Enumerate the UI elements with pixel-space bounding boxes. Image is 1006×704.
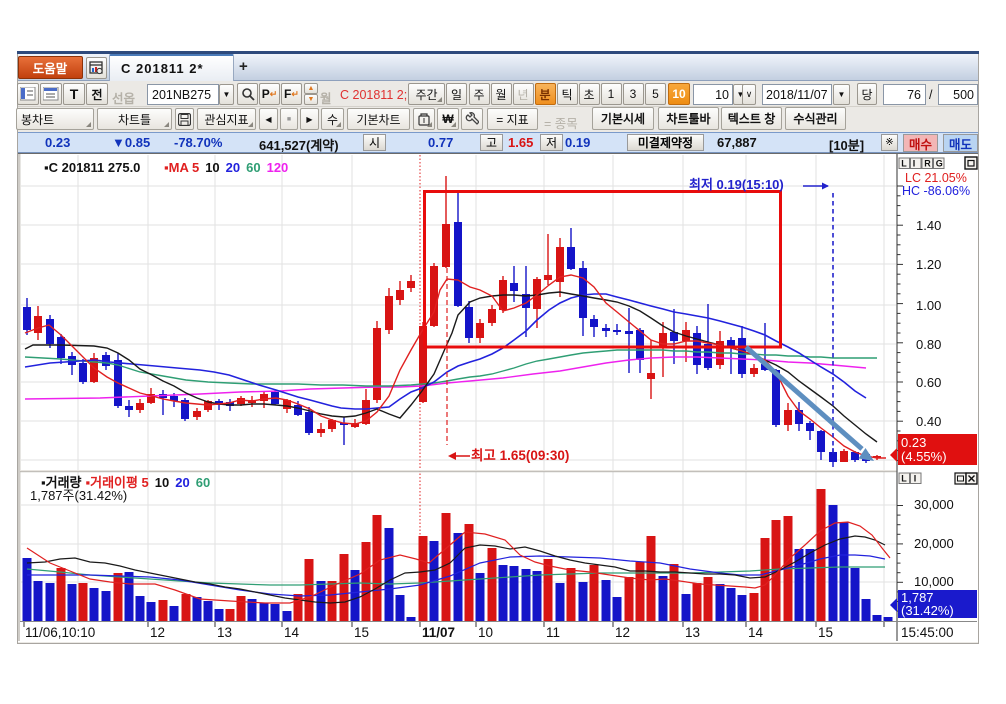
svg-text:13: 13 [217, 625, 232, 640]
svg-text:I: I [914, 474, 917, 484]
svg-text:14: 14 [284, 625, 300, 640]
svg-text:(4.55%): (4.55%) [901, 449, 947, 464]
svg-text:13: 13 [685, 625, 700, 640]
svg-text:12: 12 [615, 625, 630, 640]
svg-text:1,787주(31.42%): 1,787주(31.42%) [30, 488, 127, 503]
svg-text:10,000: 10,000 [914, 574, 954, 589]
svg-text:1.20: 1.20 [916, 257, 941, 272]
svg-text:0.80: 0.80 [916, 337, 941, 352]
svg-text:15: 15 [354, 625, 369, 640]
svg-text:L: L [901, 159, 907, 169]
svg-text:11: 11 [546, 625, 560, 640]
svg-text:1.00: 1.00 [916, 298, 941, 313]
svg-text:1.40: 1.40 [916, 218, 941, 233]
svg-text:0.23: 0.23 [901, 435, 926, 450]
svg-text:I: I [913, 159, 916, 169]
svg-text:▪C 201811 275.0: ▪C 201811 275.0 [44, 160, 140, 175]
svg-text:11/06,10:10: 11/06,10:10 [25, 625, 95, 640]
svg-text:14: 14 [748, 625, 764, 640]
svg-text:R: R [924, 159, 931, 169]
svg-text:L: L [901, 474, 907, 484]
svg-text:(31.42%): (31.42%) [901, 603, 954, 618]
svg-text:11/07: 11/07 [422, 625, 455, 640]
svg-text:0.60: 0.60 [916, 375, 941, 390]
svg-text:15:45:00: 15:45:00 [901, 625, 954, 640]
svg-text:10: 10 [478, 625, 493, 640]
svg-text:0.40: 0.40 [916, 414, 941, 429]
svg-text:G: G [936, 159, 943, 169]
svg-text:30,000: 30,000 [914, 497, 954, 512]
svg-text:최저 0.19(15:10): 최저 0.19(15:10) [689, 177, 784, 192]
svg-text:15: 15 [818, 625, 833, 640]
svg-text:HC -86.06%: HC -86.06% [902, 184, 970, 198]
svg-text:LC 21.05%: LC 21.05% [905, 171, 967, 185]
svg-text:20,000: 20,000 [914, 536, 954, 551]
svg-text:최고 1.65(09:30): 최고 1.65(09:30) [471, 448, 569, 463]
svg-text:1,787: 1,787 [901, 590, 934, 605]
svg-text:12: 12 [150, 625, 165, 640]
